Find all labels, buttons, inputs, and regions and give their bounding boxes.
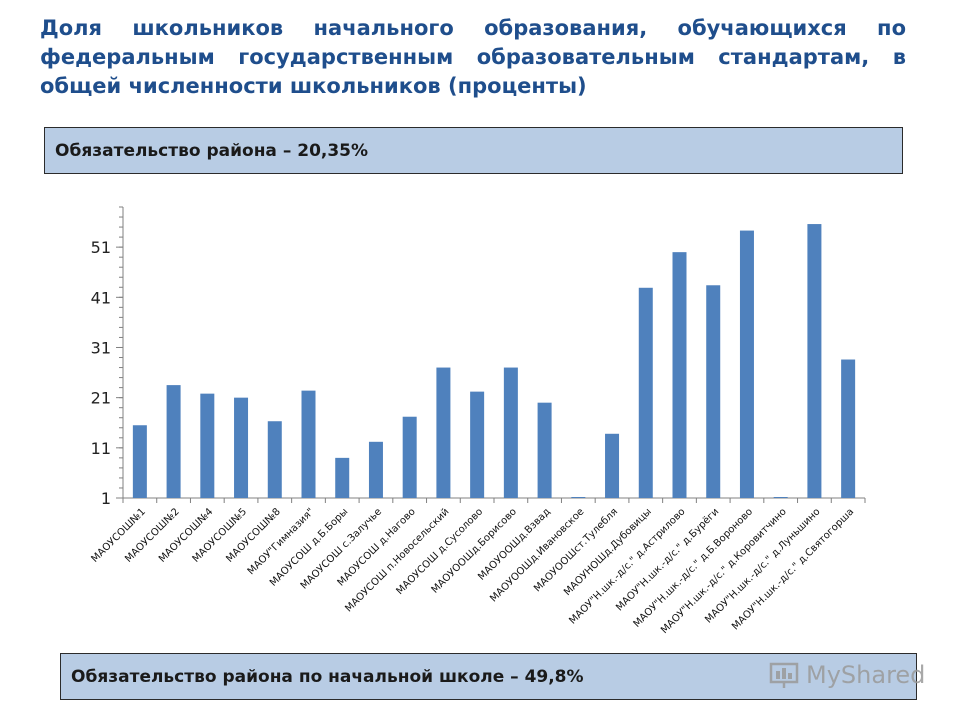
watermark-text: MyShared bbox=[806, 661, 926, 689]
bar bbox=[807, 224, 822, 498]
bar bbox=[605, 433, 620, 498]
bar bbox=[739, 230, 754, 498]
bar bbox=[773, 497, 788, 498]
chart-bars bbox=[132, 224, 856, 498]
bar bbox=[672, 252, 687, 498]
bar bbox=[301, 390, 316, 498]
category-label: МАОУ"Н.шк.-д/с." д.Коровитчино bbox=[659, 506, 789, 636]
page-title: Доля школьников начального образования, … bbox=[40, 16, 906, 98]
bar bbox=[841, 359, 856, 498]
district-obligation-banner: Обязательство района – 20,35% bbox=[44, 127, 903, 174]
category-label: МАОУ"Н.шк.-д/с." д.Святогорша bbox=[730, 506, 856, 632]
bar bbox=[200, 393, 215, 498]
bar bbox=[234, 397, 249, 498]
chart-category-labels: МАОУСОШ№1МАОУСОШ№2МАОУСОШ№4МАОУСОШ№5МАОУ… bbox=[89, 506, 856, 636]
primary-obligation-text: Обязательство района по начальной школе … bbox=[71, 666, 584, 687]
bar bbox=[166, 385, 181, 498]
y-tick-label: 41 bbox=[91, 288, 111, 307]
bar bbox=[706, 285, 721, 498]
bar bbox=[470, 391, 485, 498]
bar bbox=[638, 287, 653, 498]
y-tick-label: 31 bbox=[91, 338, 111, 357]
bar bbox=[436, 367, 451, 498]
y-tick-label: 11 bbox=[91, 439, 111, 458]
bar bbox=[132, 425, 147, 498]
y-tick-label: 21 bbox=[91, 389, 111, 408]
category-label: МАОУ"Н.шк.-д/с." д.Б.Вороново bbox=[632, 506, 756, 630]
bar bbox=[503, 367, 518, 498]
presentation-icon bbox=[769, 662, 799, 688]
bar bbox=[267, 421, 282, 498]
district-obligation-text: Обязательство района – 20,35% bbox=[55, 140, 369, 161]
bar bbox=[402, 416, 417, 498]
bar bbox=[335, 457, 350, 498]
bar bbox=[368, 441, 383, 498]
bar bbox=[537, 402, 552, 498]
y-tick-label: 51 bbox=[91, 238, 111, 257]
bar bbox=[571, 497, 586, 498]
primary-obligation-banner: Обязательство района по начальной школе … bbox=[60, 653, 917, 700]
y-tick-label: 1 bbox=[101, 489, 111, 508]
watermark-logo: MyShared bbox=[768, 656, 925, 694]
